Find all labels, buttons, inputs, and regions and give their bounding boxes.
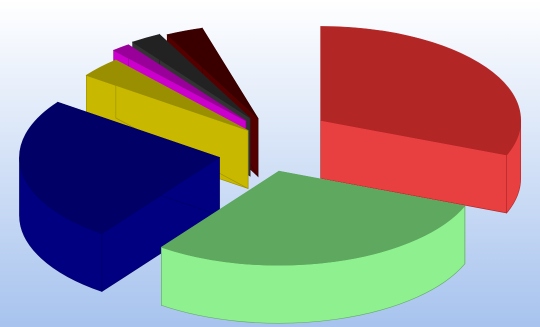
pie-slice-top: [85, 59, 249, 131]
pie-slice-top: [166, 27, 259, 119]
pie-slice: [320, 26, 522, 214]
pie-slice: [160, 170, 466, 324]
pie-slice-top: [112, 44, 247, 122]
pie-slice-top: [160, 170, 466, 266]
pie-slice: [19, 101, 221, 293]
pie-slice-top: [19, 101, 221, 234]
pie-slices: [19, 26, 522, 324]
pie-slice-top: [131, 34, 251, 119]
pie-slice-top: [320, 26, 521, 156]
